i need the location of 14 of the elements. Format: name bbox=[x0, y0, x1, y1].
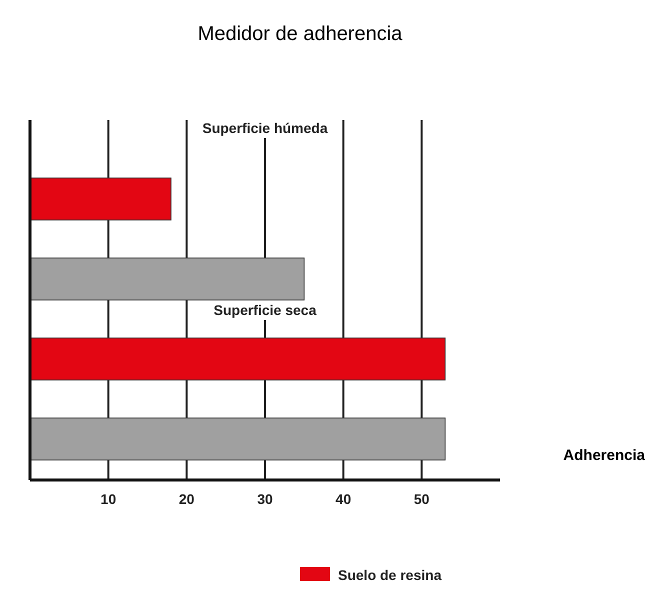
annotation: Superficie seca bbox=[214, 302, 317, 318]
bar bbox=[30, 178, 172, 220]
bar bbox=[30, 338, 446, 380]
x-axis-title: Adherencia bbox=[563, 447, 646, 464]
annotation: Superficie húmeda bbox=[202, 120, 328, 136]
bar bbox=[30, 258, 305, 300]
legend-label: Suelo de resina bbox=[338, 567, 442, 583]
chart-title: Medidor de adherencia bbox=[198, 23, 404, 45]
bar bbox=[30, 418, 446, 460]
x-tick-label: 20 bbox=[178, 490, 195, 507]
x-tick-label: 10 bbox=[100, 490, 116, 507]
x-tick-label: 40 bbox=[336, 490, 352, 507]
x-tick-label: 50 bbox=[414, 490, 430, 507]
x-tick-label: 30 bbox=[257, 490, 273, 507]
